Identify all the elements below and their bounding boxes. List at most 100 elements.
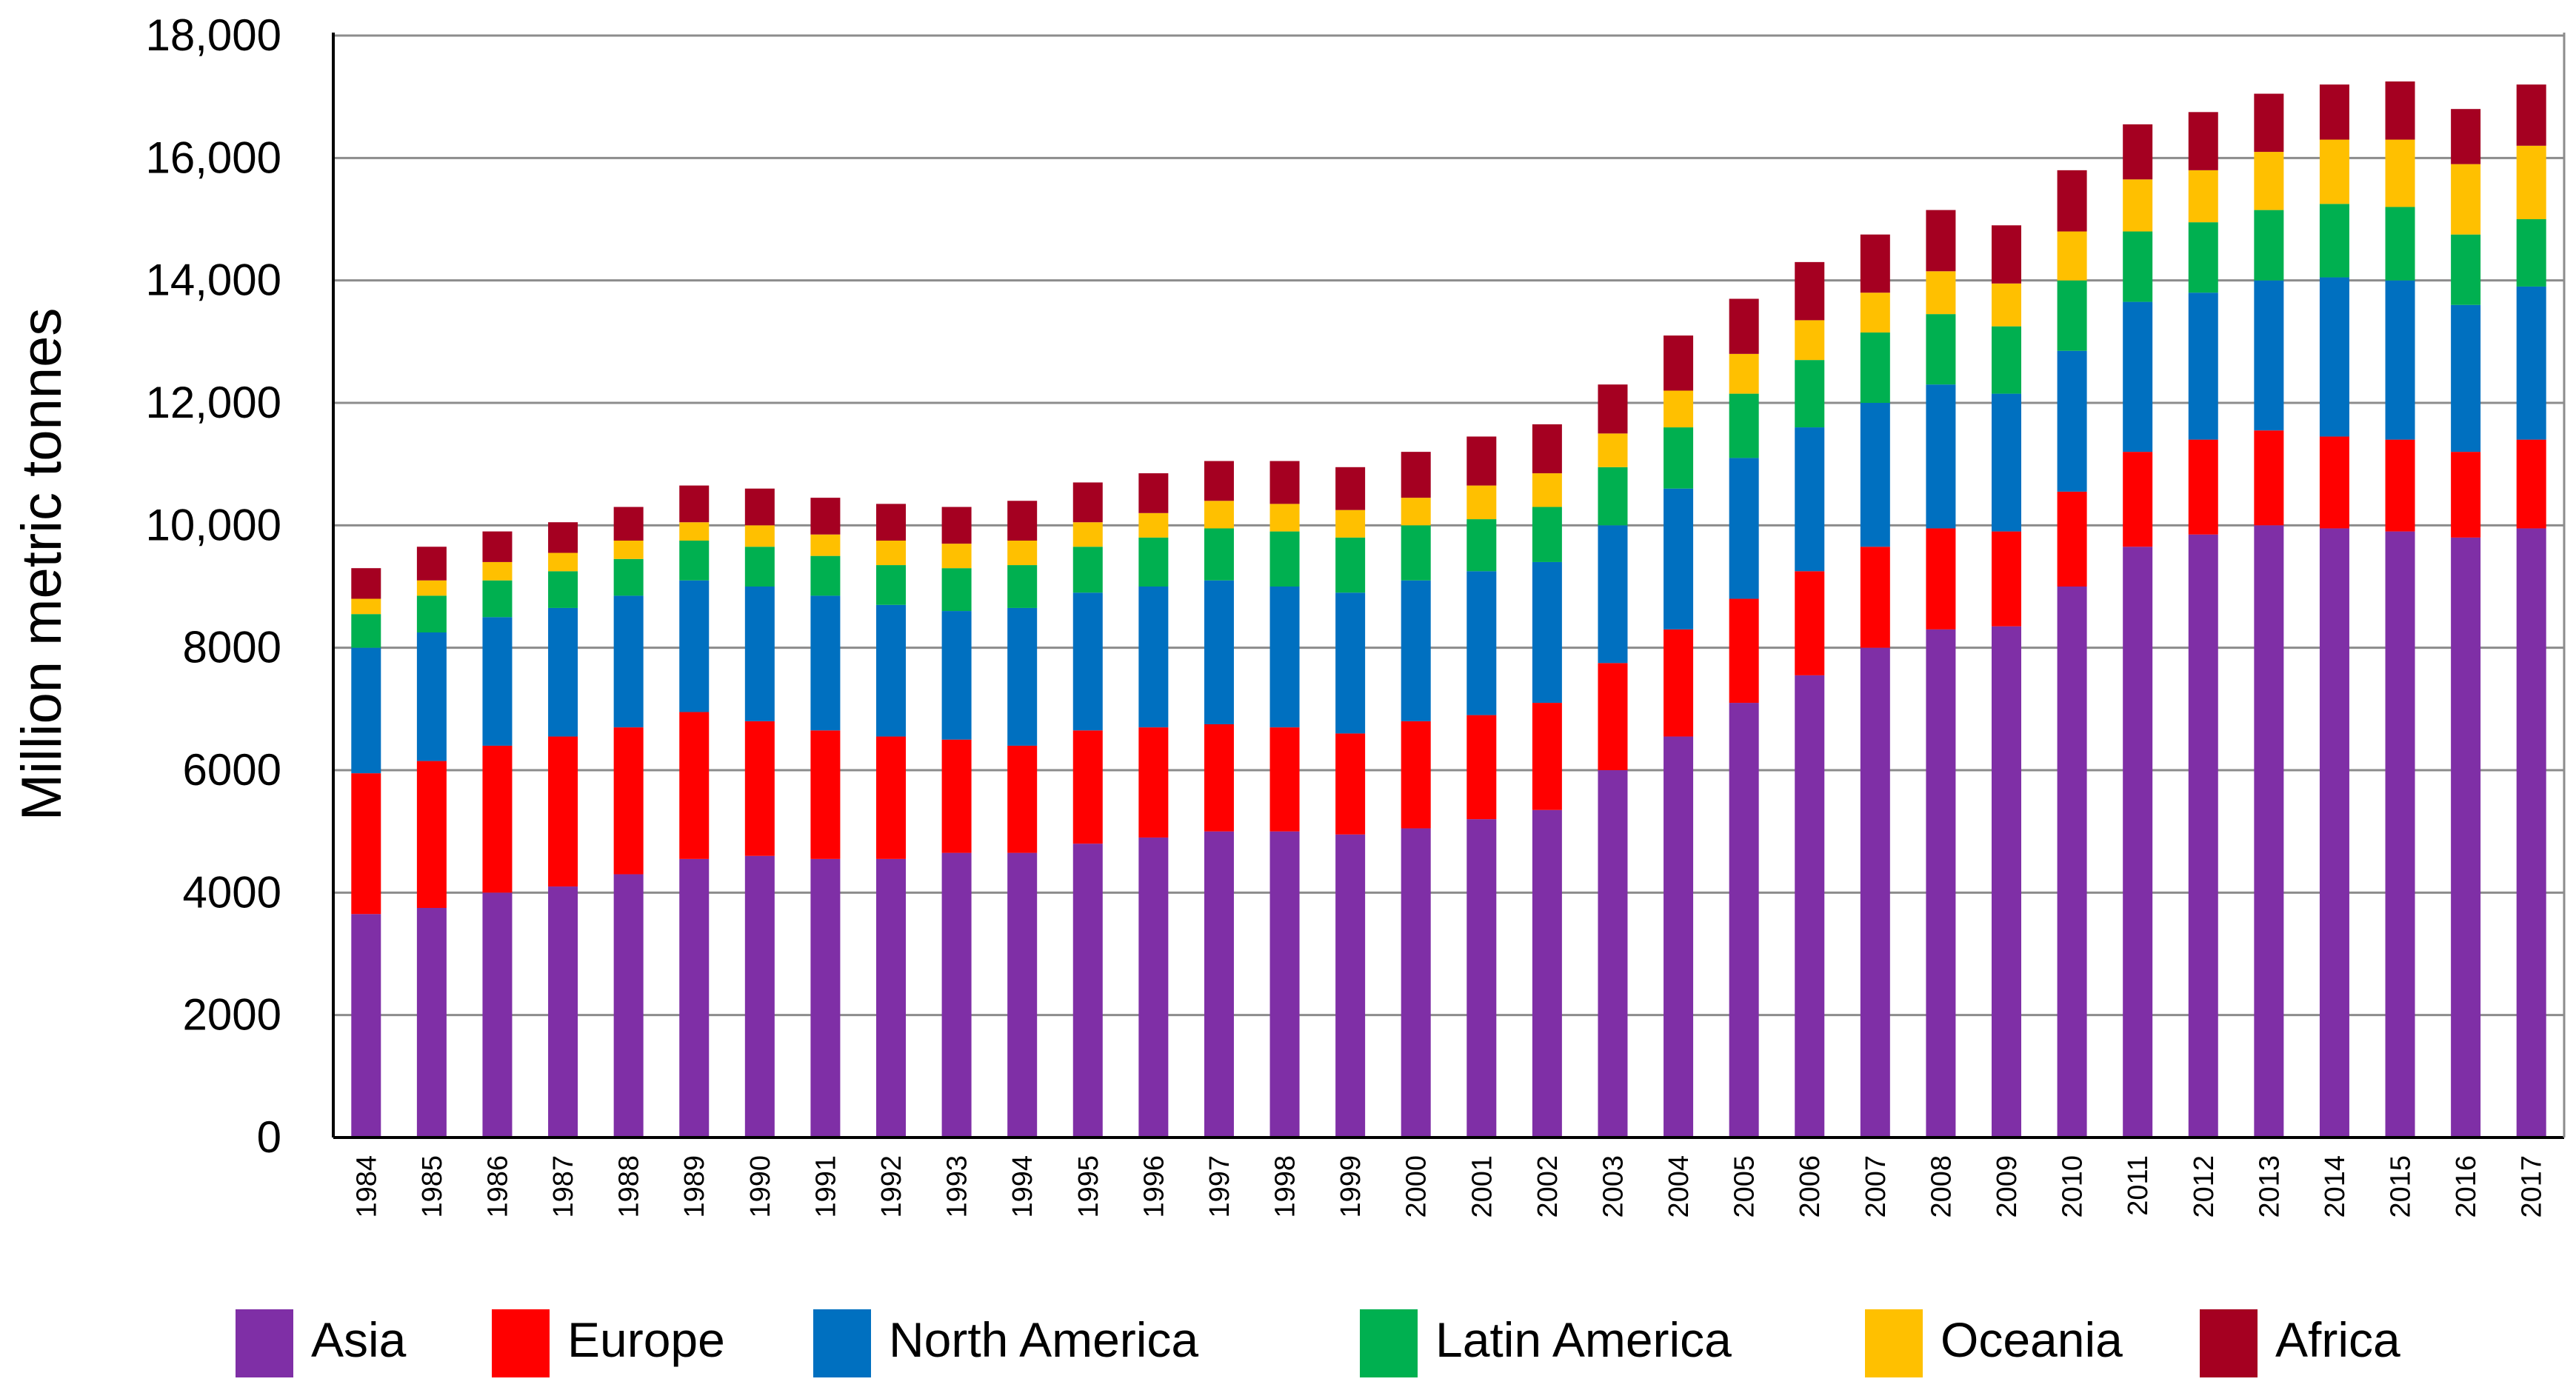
bar-segment-latin-america (416, 595, 447, 632)
bar-segment-asia (548, 886, 578, 1138)
bar-segment-europe (1138, 727, 1169, 838)
bar-segment-latin-america (2123, 231, 2153, 302)
bar-segment-north-america (2516, 286, 2546, 440)
bar-segment-africa (1860, 234, 1890, 293)
bar-segment-oceania (2451, 164, 2481, 235)
bar-segment-oceania (548, 552, 578, 572)
bar-segment-oceania (2057, 231, 2087, 281)
bar-segment-latin-america (744, 547, 775, 587)
bar-segment-oceania (1532, 473, 1562, 507)
bar-segment-latin-america (1466, 519, 1497, 572)
bar-segment-africa (1466, 436, 1497, 486)
bar-segment-oceania (1664, 390, 1694, 428)
legend-label: Oceania (1941, 1312, 2123, 1367)
bars (351, 81, 2546, 1138)
bar-segment-north-america (2385, 280, 2415, 440)
bar-segment-africa (1664, 335, 1694, 391)
bar-segment-oceania (941, 544, 972, 569)
x-tick-label: 1986 (482, 1155, 513, 1218)
bar-segment-africa (810, 498, 841, 535)
x-tick-label: 1993 (942, 1155, 973, 1218)
bar-segment-asia (1926, 629, 1956, 1138)
y-tick-label: 12,000 (145, 378, 281, 427)
bar-segment-africa (1269, 461, 1300, 504)
bar-segment-africa (613, 507, 644, 541)
legend-item-africa: Africa (2200, 1309, 2400, 1377)
bar-segment-asia (1795, 675, 1825, 1138)
bar-segment-oceania (876, 541, 906, 566)
y-tick-label: 8000 (183, 623, 281, 672)
bar-segment-latin-america (1664, 427, 1694, 489)
bar-segment-europe (679, 712, 710, 859)
bar-segment-europe (876, 736, 906, 859)
bar-segment-africa (2319, 84, 2349, 140)
bar-segment-europe (1466, 715, 1497, 820)
bar-segment-north-america (1466, 571, 1497, 715)
bar-segment-africa (2385, 81, 2415, 140)
y-tick-label: 4000 (183, 867, 281, 917)
bar-segment-north-america (2057, 350, 2087, 492)
bar-segment-oceania (1992, 283, 2021, 327)
bar-segment-europe (1204, 724, 1234, 832)
bar-segment-africa (2451, 109, 2481, 164)
axes (332, 33, 2566, 1139)
bar-segment-africa (1992, 225, 2021, 284)
legend-swatch (2200, 1309, 2258, 1377)
bar-segment-europe (1992, 531, 2021, 627)
bar-segment-latin-america (1795, 360, 1825, 428)
bar-segment-asia (1007, 852, 1038, 1138)
bar-segment-oceania (1926, 271, 1956, 315)
bar-segment-north-america (613, 595, 644, 728)
bar-segment-asia (2057, 587, 2087, 1138)
bar-segment-north-america (1860, 403, 1890, 547)
legend-item-oceania: Oceania (1865, 1309, 2123, 1377)
x-tick-label: 2014 (2320, 1155, 2351, 1218)
bar-segment-oceania (1335, 510, 1366, 538)
legend-item-north-america: North America (813, 1309, 1198, 1377)
legend-label: Latin America (1435, 1312, 1732, 1367)
x-tick-label: 1998 (1270, 1155, 1301, 1218)
x-tick-label: 2013 (2254, 1155, 2285, 1218)
bar-segment-asia (876, 858, 906, 1138)
x-tick-label: 2012 (2189, 1155, 2220, 1218)
bar-segment-oceania (2516, 145, 2546, 219)
bar-segment-africa (351, 568, 381, 599)
bar-segment-latin-america (1138, 537, 1169, 587)
bar-segment-europe (2516, 439, 2546, 529)
bar-segment-oceania (2319, 139, 2349, 204)
bar-segment-africa (2123, 124, 2153, 180)
bar-segment-north-america (416, 632, 447, 761)
bar-segment-europe (744, 721, 775, 856)
x-tick-label: 2002 (1532, 1155, 1564, 1218)
x-tick-label: 1985 (417, 1155, 448, 1218)
y-tick-label: 0 (257, 1112, 281, 1162)
bar-segment-europe (416, 761, 447, 908)
y-tick-label: 14,000 (145, 255, 281, 305)
bar-segment-africa (2188, 112, 2218, 170)
bar-segment-asia (2385, 531, 2415, 1138)
bar-segment-latin-america (2385, 207, 2415, 281)
x-tick-label: 2001 (1466, 1155, 1498, 1218)
bar-segment-oceania (2123, 179, 2153, 232)
bar-segment-asia (1204, 831, 1234, 1138)
bar-segment-africa (1335, 467, 1366, 510)
bar-segment-north-america (2319, 277, 2349, 437)
bar-segment-latin-america (1598, 467, 1628, 526)
x-tick-label: 2005 (1729, 1155, 1761, 1218)
legend-label: North America (889, 1312, 1198, 1367)
bar-segment-africa (941, 507, 972, 544)
bar-segment-africa (482, 531, 513, 562)
bar-segment-north-america (1401, 580, 1431, 721)
y-tick-label: 6000 (183, 745, 281, 795)
bar-segment-north-america (744, 587, 775, 721)
bar-segment-asia (2319, 528, 2349, 1138)
bar-segment-latin-america (2188, 222, 2218, 293)
bar-segment-europe (482, 745, 513, 893)
bar-segment-africa (1401, 452, 1431, 498)
x-tick-label: 2007 (1861, 1155, 1892, 1218)
bar-segment-latin-america (876, 565, 906, 605)
bar-segment-europe (2385, 439, 2415, 532)
bar-segment-oceania (1729, 353, 1759, 394)
bar-segment-north-america (1664, 488, 1694, 629)
bar-segment-asia (1072, 844, 1103, 1138)
